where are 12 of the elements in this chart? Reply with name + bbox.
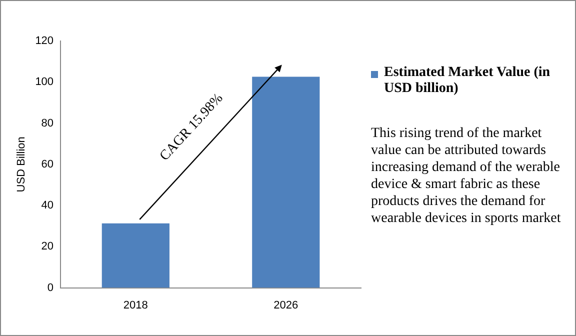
y-tick-label: 120: [35, 35, 54, 48]
y-tick-label: 20: [41, 240, 54, 253]
y-tick-label: 40: [41, 200, 54, 212]
y-axis-title: USD Billion: [16, 136, 28, 192]
y-tick-label: 100: [35, 76, 54, 88]
x-tick-label: 2018: [123, 299, 148, 312]
legend-label: Estimated Market Value (in USD billion): [384, 65, 552, 97]
text: This rising trend of the market value can be attributed towards increasing demand of the werable device & smart fabric as these products drives the demand for wearable devices in sports market: [371, 125, 562, 227]
y-tick-label: 60: [41, 158, 54, 170]
y-tick-label: 0: [47, 282, 54, 294]
y-tick-label: 80: [41, 117, 54, 130]
x-tick-label: 2026: [274, 299, 298, 312]
